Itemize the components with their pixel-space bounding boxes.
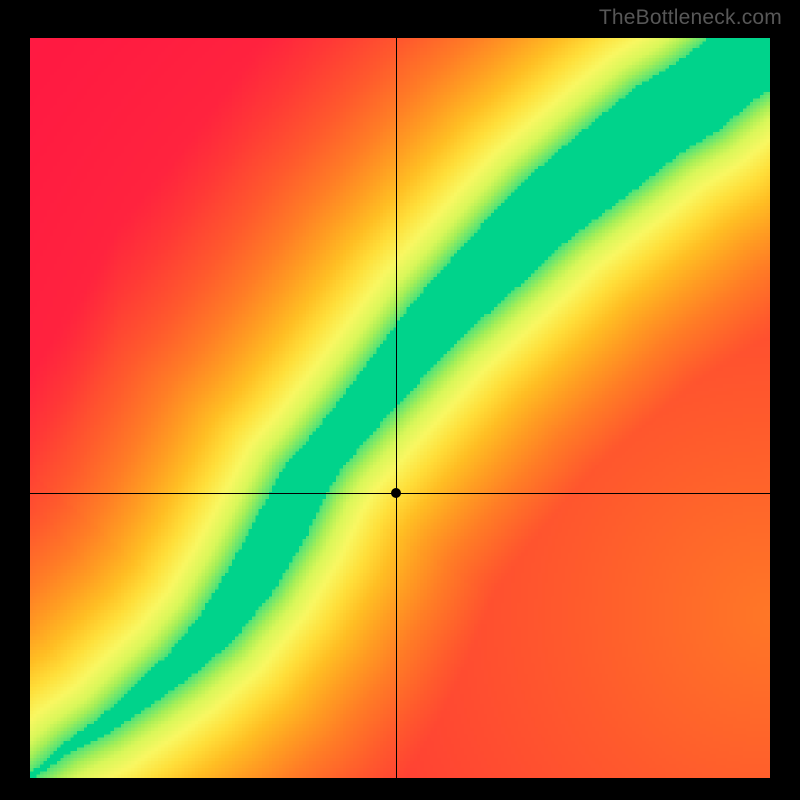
bottleneck-heatmap [30,38,770,778]
crosshair-dot [391,488,401,498]
watermark-text: TheBottleneck.com [599,6,782,30]
chart-container: { "watermark": { "text": "TheBottleneck.… [0,0,800,800]
crosshair-vertical [396,38,397,778]
